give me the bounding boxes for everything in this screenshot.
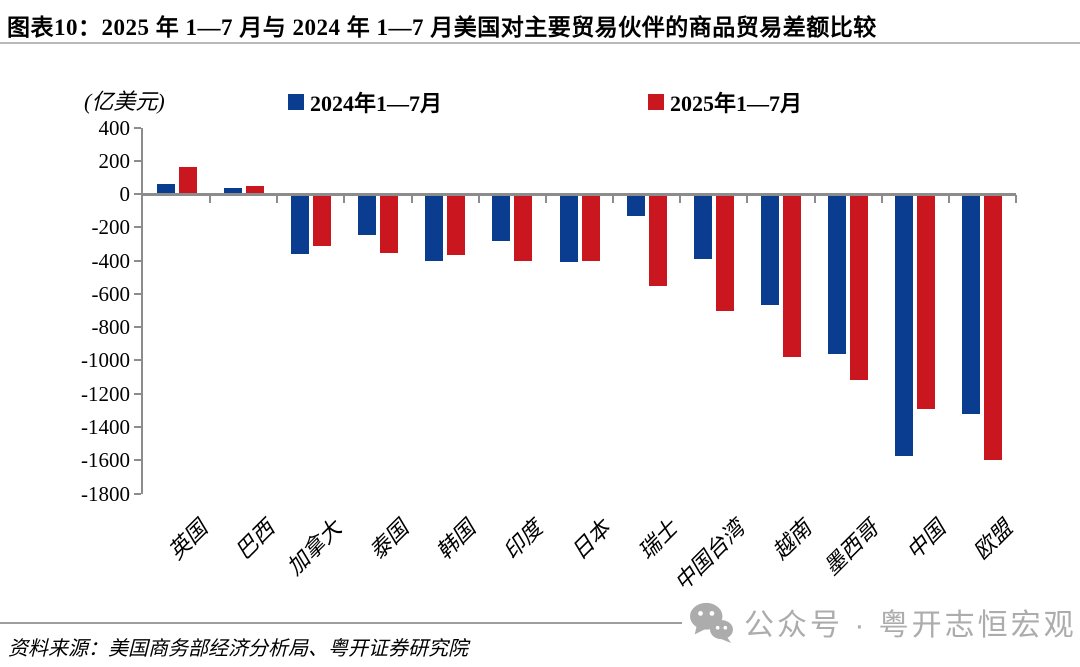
bar-泰国-2024年1—7月 — [358, 194, 377, 235]
bar-墨西哥-2025年1—7月 — [850, 194, 869, 381]
x-category-label: 加拿大 — [281, 515, 347, 580]
watermark: 公众号 · 粤开志恒宏观 — [682, 600, 1080, 644]
x-category-label: 巴西 — [230, 515, 279, 565]
y-tick-label: -1800 — [81, 481, 130, 506]
y-tick-label: -1000 — [81, 348, 130, 373]
bar-英国-2024年1—7月 — [156, 184, 175, 195]
bar-印度-2024年1—7月 — [492, 194, 511, 241]
x-axis-tick — [679, 195, 682, 204]
x-axis-tick — [209, 195, 212, 204]
x-axis-tick — [1015, 195, 1017, 204]
legend-swatch-2025 — [648, 94, 664, 110]
y-tick-label: -200 — [91, 215, 131, 240]
y-axis-tick — [134, 492, 141, 495]
y-axis-tick — [134, 425, 141, 428]
bar-瑞士-2025年1—7月 — [648, 194, 667, 287]
y-axis-tick — [134, 126, 141, 129]
y-axis-tick — [134, 259, 141, 262]
bar-韩国-2024年1—7月 — [425, 194, 444, 261]
bar-瑞士-2024年1—7月 — [626, 194, 645, 217]
y-axis-tick — [134, 326, 141, 329]
bar-越南-2024年1—7月 — [760, 194, 779, 305]
x-axis-tick — [746, 195, 749, 204]
y-tick-label: -1400 — [81, 414, 130, 439]
x-axis-tick — [947, 195, 950, 204]
zero-axis-line — [141, 192, 1016, 196]
bar-墨西哥-2024年1—7月 — [828, 194, 847, 354]
x-category-label: 欧盟 — [968, 515, 1018, 565]
x-axis-tick — [410, 195, 413, 204]
y-axis-tick — [134, 193, 141, 196]
x-category-label: 瑞士 — [633, 515, 682, 565]
x-category-label: 韩国 — [431, 515, 481, 565]
bar-中国-2025年1—7月 — [917, 194, 936, 409]
x-axis-tick — [477, 195, 480, 204]
bar-印度-2025年1—7月 — [514, 194, 533, 262]
bar-中国台湾-2024年1—7月 — [693, 194, 712, 259]
legend-label-2024: 2024年1—7月 — [310, 91, 443, 116]
y-tick-label: 400 — [98, 115, 131, 140]
y-axis-tick — [134, 392, 141, 395]
wechat-icon — [690, 602, 733, 643]
bar-英国-2025年1—7月 — [178, 167, 197, 195]
x-axis-tick — [343, 195, 346, 204]
y-tick-label: -800 — [91, 315, 131, 340]
y-axis-tick — [134, 359, 141, 362]
x-category-label: 英国 — [162, 515, 212, 565]
y-axis-tick — [134, 292, 141, 295]
x-axis-tick — [880, 195, 883, 204]
x-category-label: 中国台湾 — [669, 515, 750, 596]
x-axis-tick — [544, 195, 547, 204]
bar-日本-2024年1—7月 — [559, 194, 578, 263]
y-tick-label: 200 — [98, 148, 131, 173]
bar-巴西-2025年1—7月 — [245, 186, 264, 195]
legend-item-2025: 2025年1—7月 — [648, 90, 802, 116]
y-axis-tick — [134, 159, 141, 162]
x-category-label: 越南 — [767, 515, 817, 565]
x-category-label: 泰国 — [364, 515, 414, 565]
watermark-text: 公众号 · 粤开志恒宏观 — [744, 609, 1077, 642]
bar-加拿大-2024年1—7月 — [290, 194, 309, 254]
bar-欧盟-2024年1—7月 — [962, 194, 981, 414]
bar-巴西-2024年1—7月 — [223, 188, 242, 195]
bar-加拿大-2025年1—7月 — [312, 194, 331, 247]
bar-韩国-2025年1—7月 — [447, 194, 466, 255]
y-tick-label: -1200 — [81, 381, 130, 406]
y-axis-unit-label: (亿美元) — [84, 89, 165, 114]
legend-label-2025: 2025年1—7月 — [670, 91, 803, 116]
bar-中国-2024年1—7月 — [895, 194, 914, 457]
x-axis-tick — [813, 195, 816, 204]
bar-越南-2025年1—7月 — [782, 194, 801, 358]
x-category-label: 日本 — [565, 515, 615, 565]
y-tick-label: -400 — [91, 248, 131, 273]
x-axis-tick — [612, 195, 615, 204]
figure-title: 图表10：2025 年 1—7 月与 2024 年 1—7 月美国对主要贸易伙伴… — [7, 15, 877, 40]
legend-swatch-2024 — [288, 94, 304, 110]
y-tick-label: -600 — [91, 281, 131, 306]
bar-欧盟-2025年1—7月 — [984, 194, 1003, 461]
legend-item-2024: 2024年1—7月 — [288, 90, 442, 116]
x-category-label: 中国 — [901, 515, 951, 565]
x-category-label: 印度 — [498, 515, 548, 565]
bar-中国台湾-2025年1—7月 — [715, 194, 734, 312]
source-note: 资料来源：美国商务部经济分析局、粤开证券研究院 — [8, 638, 468, 660]
x-category-label: 墨西哥 — [818, 515, 884, 580]
y-axis-tick — [134, 459, 141, 462]
bar-泰国-2025年1—7月 — [380, 194, 399, 254]
y-tick-label: -1600 — [81, 448, 130, 473]
y-axis-tick — [134, 226, 141, 229]
footer-separator — [0, 622, 1080, 624]
bar-日本-2025年1—7月 — [581, 194, 600, 262]
y-tick-label: 0 — [119, 182, 131, 207]
y-axis-line — [141, 127, 143, 494]
x-axis-tick — [276, 195, 279, 204]
title-separator — [0, 42, 1080, 44]
